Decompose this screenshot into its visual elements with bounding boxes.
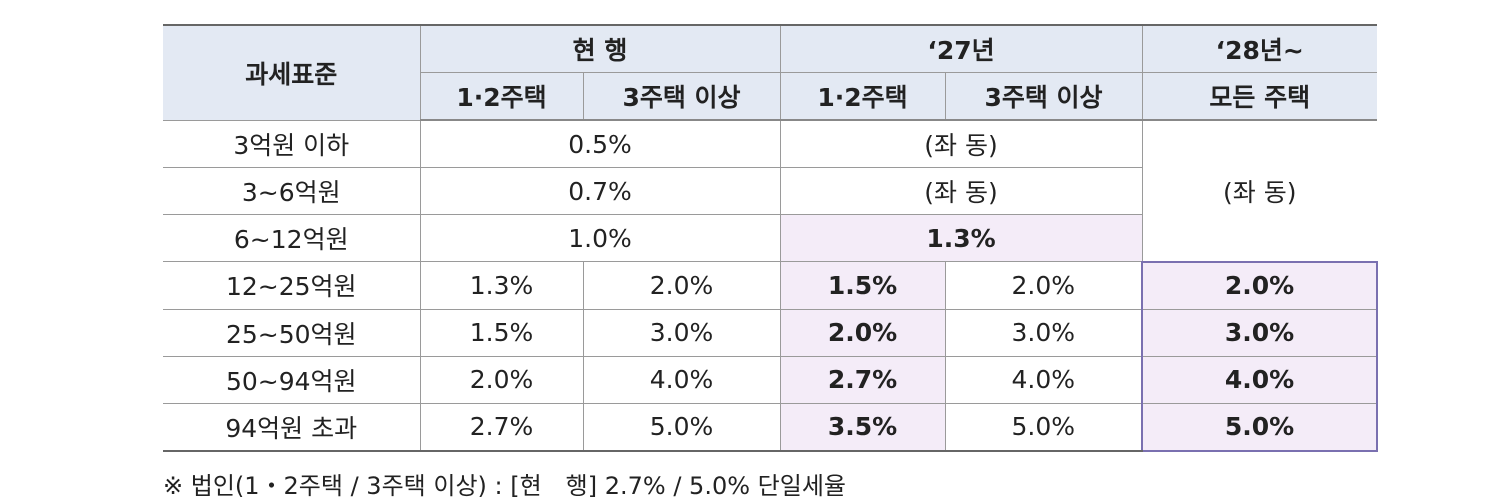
footnote: ※ 법인(1・2주택 / 3주택 이상) : [현 행] 2.7% / 5.0%… [163, 472, 846, 500]
header-cell: 1·2주택 [420, 72, 584, 121]
cell: 2.7% [419, 402, 584, 452]
cell: 94억원 초과 [163, 402, 421, 452]
header-cell: ‘28년~ [1141, 24, 1378, 73]
cell: 3.0% [582, 308, 781, 357]
cell: (좌 동) [779, 119, 1143, 168]
cell: (좌 동) [779, 167, 1143, 215]
cell: 3.0% [944, 308, 1143, 357]
row: 25~50억원 1.5% 3.0% 2.0% 3.0% 3.0% [163, 308, 1379, 357]
header-cell: 1·2주택 [779, 72, 946, 121]
cell: (좌 동) [1141, 119, 1378, 262]
cell: 12~25억원 [163, 261, 421, 310]
cell: 1.3% [779, 214, 1143, 262]
header-cell: 과세표준 [163, 24, 421, 121]
cell: 25~50억원 [163, 308, 421, 357]
header-cell: 3주택 이상 [582, 72, 781, 121]
cell: 2.0% [582, 261, 781, 310]
cell: 2.0% [1141, 260, 1379, 310]
cell: 6~12억원 [163, 214, 421, 262]
cell: 0.5% [419, 119, 781, 168]
cell: 5.0% [944, 402, 1143, 452]
cell: 3~6억원 [163, 167, 421, 215]
cell: 4.0% [582, 355, 781, 404]
header-cell: 3주택 이상 [944, 72, 1143, 121]
cell: 2.0% [779, 308, 946, 357]
cell: 2.7% [779, 355, 946, 404]
cell: 3억원 이하 [163, 119, 421, 168]
cell: 5.0% [1141, 402, 1379, 452]
cell: 5.0% [582, 402, 781, 452]
cell: 50~94억원 [163, 355, 421, 404]
cell: 3.0% [1141, 308, 1379, 357]
cell: 4.0% [944, 355, 1143, 404]
cell: 2.0% [419, 355, 584, 404]
cell: 3.5% [779, 402, 946, 452]
cell: 2.0% [944, 261, 1143, 310]
cell: 4.0% [1141, 355, 1379, 404]
cell: 1.5% [419, 308, 584, 357]
tax-table: 과세표준 현 행 ‘27년 ‘28년~ 1·2주택 3주택 이상 1·2주택 3… [163, 24, 1379, 452]
row: 50~94억원 2.0% 4.0% 2.7% 4.0% 4.0% [163, 355, 1379, 404]
row: 94억원 초과 2.7% 5.0% 3.5% 5.0% 5.0% [163, 402, 1379, 452]
cell: 0.7% [419, 167, 781, 215]
cell: 1.3% [419, 261, 584, 310]
header-cell: 현 행 [419, 24, 781, 73]
row: 12~25억원 1.3% 2.0% 1.5% 2.0% 2.0% [163, 260, 1379, 310]
cell: 1.5% [779, 261, 946, 310]
cell: 1.0% [419, 214, 781, 262]
header-cell: ‘27년 [779, 24, 1143, 73]
header-cell: 모든 주택 [1141, 72, 1378, 121]
